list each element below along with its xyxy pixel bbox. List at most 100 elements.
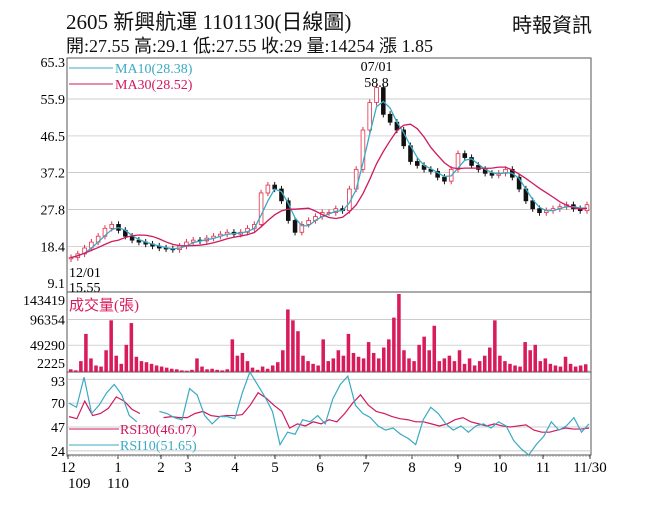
volume-bar <box>230 339 235 372</box>
volume-bar <box>281 350 285 372</box>
candle <box>299 224 305 233</box>
peak-date-label: 07/01 <box>361 60 393 75</box>
peak-value-label: 58.8 <box>364 76 389 91</box>
volume-bar <box>205 369 209 372</box>
rsi-tick-label: 70 <box>51 397 65 412</box>
volume-tick-label: 2225 <box>37 357 65 372</box>
price-tick-label: 46.5 <box>41 130 66 145</box>
volume-bar <box>200 366 204 372</box>
volume-bar <box>387 339 391 372</box>
volume-bar <box>356 356 361 372</box>
volume-bar <box>498 355 502 372</box>
low-value-label: 15.55 <box>69 281 101 296</box>
volume-bar <box>190 369 194 372</box>
volume-bar <box>488 347 492 372</box>
volume-bar <box>220 370 224 372</box>
volume-bar <box>533 344 537 372</box>
volume-bar <box>503 361 507 372</box>
volume-bar <box>447 355 452 372</box>
volume-bar <box>144 362 149 372</box>
volume-bar <box>286 309 290 372</box>
volume-bar <box>195 358 199 372</box>
volume-bar <box>84 333 88 372</box>
month-label: 11 <box>536 460 550 476</box>
candle <box>285 200 291 221</box>
volume-bar <box>432 325 437 372</box>
volume-bar <box>543 358 548 372</box>
candle <box>401 129 406 147</box>
year-label: 109 <box>68 476 91 492</box>
volume-bar <box>553 365 558 372</box>
volume-bar <box>109 320 113 372</box>
volume-bar <box>124 344 129 372</box>
volume-bar <box>164 367 169 372</box>
volume-bar <box>351 352 356 372</box>
candle <box>374 87 379 103</box>
volume-bar <box>472 365 477 372</box>
volume-tick-label: 96354 <box>30 314 65 329</box>
price-tick-label: 55.9 <box>41 93 66 108</box>
volume-bar <box>578 365 583 372</box>
volume-bar <box>265 368 270 372</box>
volume-bar <box>154 365 159 372</box>
volume-bar <box>129 323 134 372</box>
volume-tick-label: 49290 <box>30 339 65 354</box>
volume-bar <box>185 370 189 372</box>
volume-bar <box>306 361 310 372</box>
volume-bar <box>376 358 381 372</box>
candle <box>292 220 298 233</box>
volume-bar <box>114 355 118 372</box>
volume-bar <box>513 365 517 372</box>
legend-label: MA10(28.38) <box>115 62 193 77</box>
volume-bar <box>427 350 431 372</box>
volume-bar <box>563 356 568 372</box>
volume-bar <box>452 361 457 372</box>
candle <box>360 129 366 170</box>
quote-summary: 開:27.55 高:29.1 低:27.55 收:29 量:14254 漲 1.… <box>66 36 434 56</box>
volume-bar <box>402 350 406 372</box>
volume-bar <box>139 361 144 372</box>
month-label: 9 <box>454 460 462 476</box>
volume-bar <box>94 365 98 372</box>
month-label: 2 <box>157 460 165 476</box>
volume-bar <box>69 369 73 372</box>
chart-title: 2605 新興航運 1101130(日線圖) <box>66 10 352 34</box>
volume-bar <box>366 342 371 372</box>
candle <box>530 200 535 210</box>
volume-bar <box>382 347 386 372</box>
volume-bar <box>250 367 255 372</box>
volume-bar <box>482 355 487 372</box>
month-label: 1 <box>114 460 122 476</box>
volume-bar <box>417 344 421 372</box>
volume-bar <box>99 366 103 372</box>
candle <box>537 208 542 214</box>
volume-bar <box>341 355 346 372</box>
volume-bar <box>523 342 527 372</box>
volume-bar <box>583 364 588 372</box>
volume-bar <box>538 361 543 372</box>
volume-bar <box>260 366 265 372</box>
volume-bar <box>392 317 396 372</box>
volume-bar <box>210 368 214 372</box>
volume-bar <box>134 356 139 372</box>
volume-title: 成交量(張) <box>69 296 139 314</box>
volume-bar <box>301 355 305 372</box>
plot-frame <box>66 57 592 456</box>
volume-bar <box>573 366 578 372</box>
candle <box>442 176 447 182</box>
month-label: 5 <box>271 460 279 476</box>
volume-bar <box>169 368 174 372</box>
volume-bar <box>336 350 341 372</box>
rsi30-line <box>163 391 590 433</box>
month-label: 11/30 <box>573 460 607 476</box>
candle <box>258 192 264 225</box>
month-label: 3 <box>184 460 192 476</box>
volume-bar <box>235 355 240 372</box>
rsi10-line <box>159 370 590 456</box>
volume-bar <box>457 350 462 372</box>
volume-bar <box>462 363 467 372</box>
rsi10-line <box>68 377 138 423</box>
month-label: 12 <box>61 460 76 476</box>
candle <box>367 102 373 131</box>
